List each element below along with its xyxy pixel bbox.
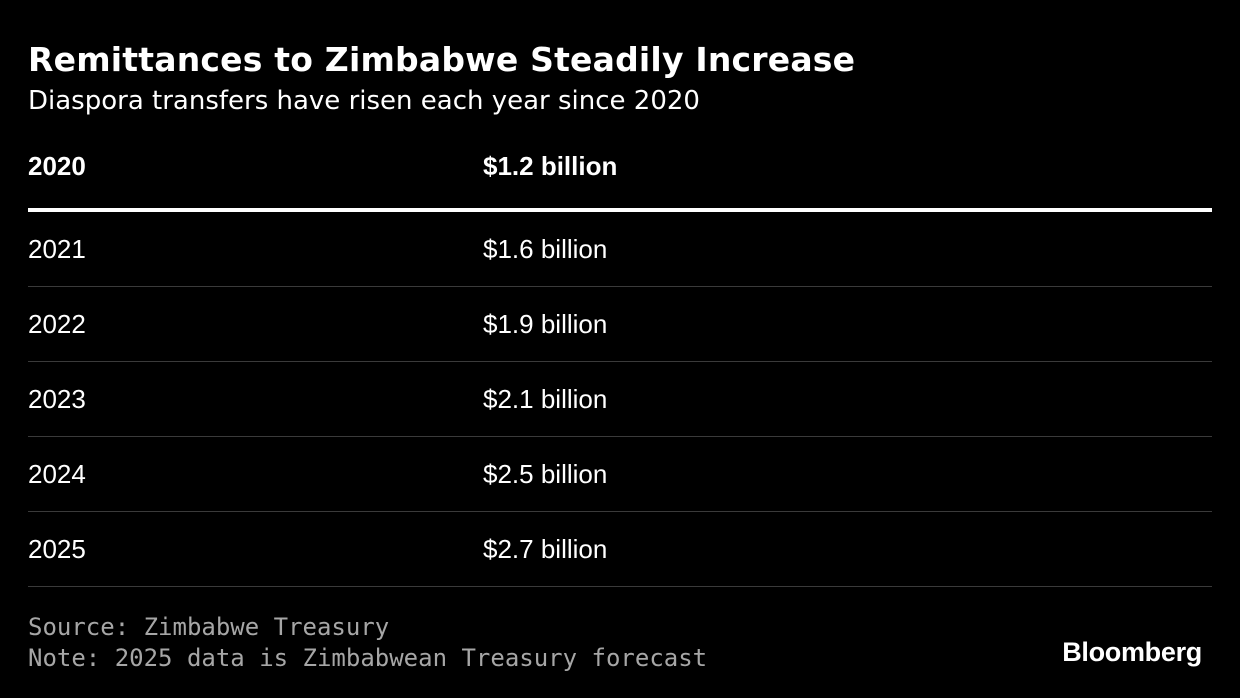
year-cell: 2021 (28, 233, 86, 264)
forecast-note: Note: 2025 data is Zimbabwean Treasury f… (28, 644, 708, 672)
table-row: 2023 $2.1 billion (28, 362, 1212, 437)
value-cell: $2.7 billion (483, 533, 608, 564)
year-cell: 2022 (28, 308, 86, 339)
table-row: 2022 $1.9 billion (28, 287, 1212, 362)
table-header-row: 2020 $1.2 billion (28, 140, 1212, 212)
table-row: 2021 $1.6 billion (28, 212, 1212, 287)
chart-subtitle: Diaspora transfers have risen each year … (28, 86, 700, 116)
bloomberg-logo: Bloomberg (1062, 637, 1202, 667)
value-cell: $2.1 billion (483, 383, 608, 414)
header-cell-year: 2020 (28, 150, 86, 181)
header-cell-value: $1.2 billion (483, 150, 618, 181)
value-cell: $1.6 billion (483, 233, 608, 264)
year-cell: 2023 (28, 383, 86, 414)
table-row: 2024 $2.5 billion (28, 437, 1212, 512)
remittances-table: 2020 $1.2 billion 2021 $1.6 billion 2022… (28, 140, 1212, 587)
year-cell: 2024 (28, 458, 86, 489)
chart-footer: Source: Zimbabwe Treasury Note: 2025 dat… (28, 612, 707, 674)
value-cell: $1.9 billion (483, 308, 608, 339)
year-cell: 2025 (28, 533, 86, 564)
chart-title: Remittances to Zimbabwe Steadily Increas… (28, 40, 856, 79)
value-cell: $2.5 billion (483, 458, 608, 489)
table-row: 2025 $2.7 billion (28, 512, 1212, 587)
source-note: Source: Zimbabwe Treasury (28, 613, 390, 641)
